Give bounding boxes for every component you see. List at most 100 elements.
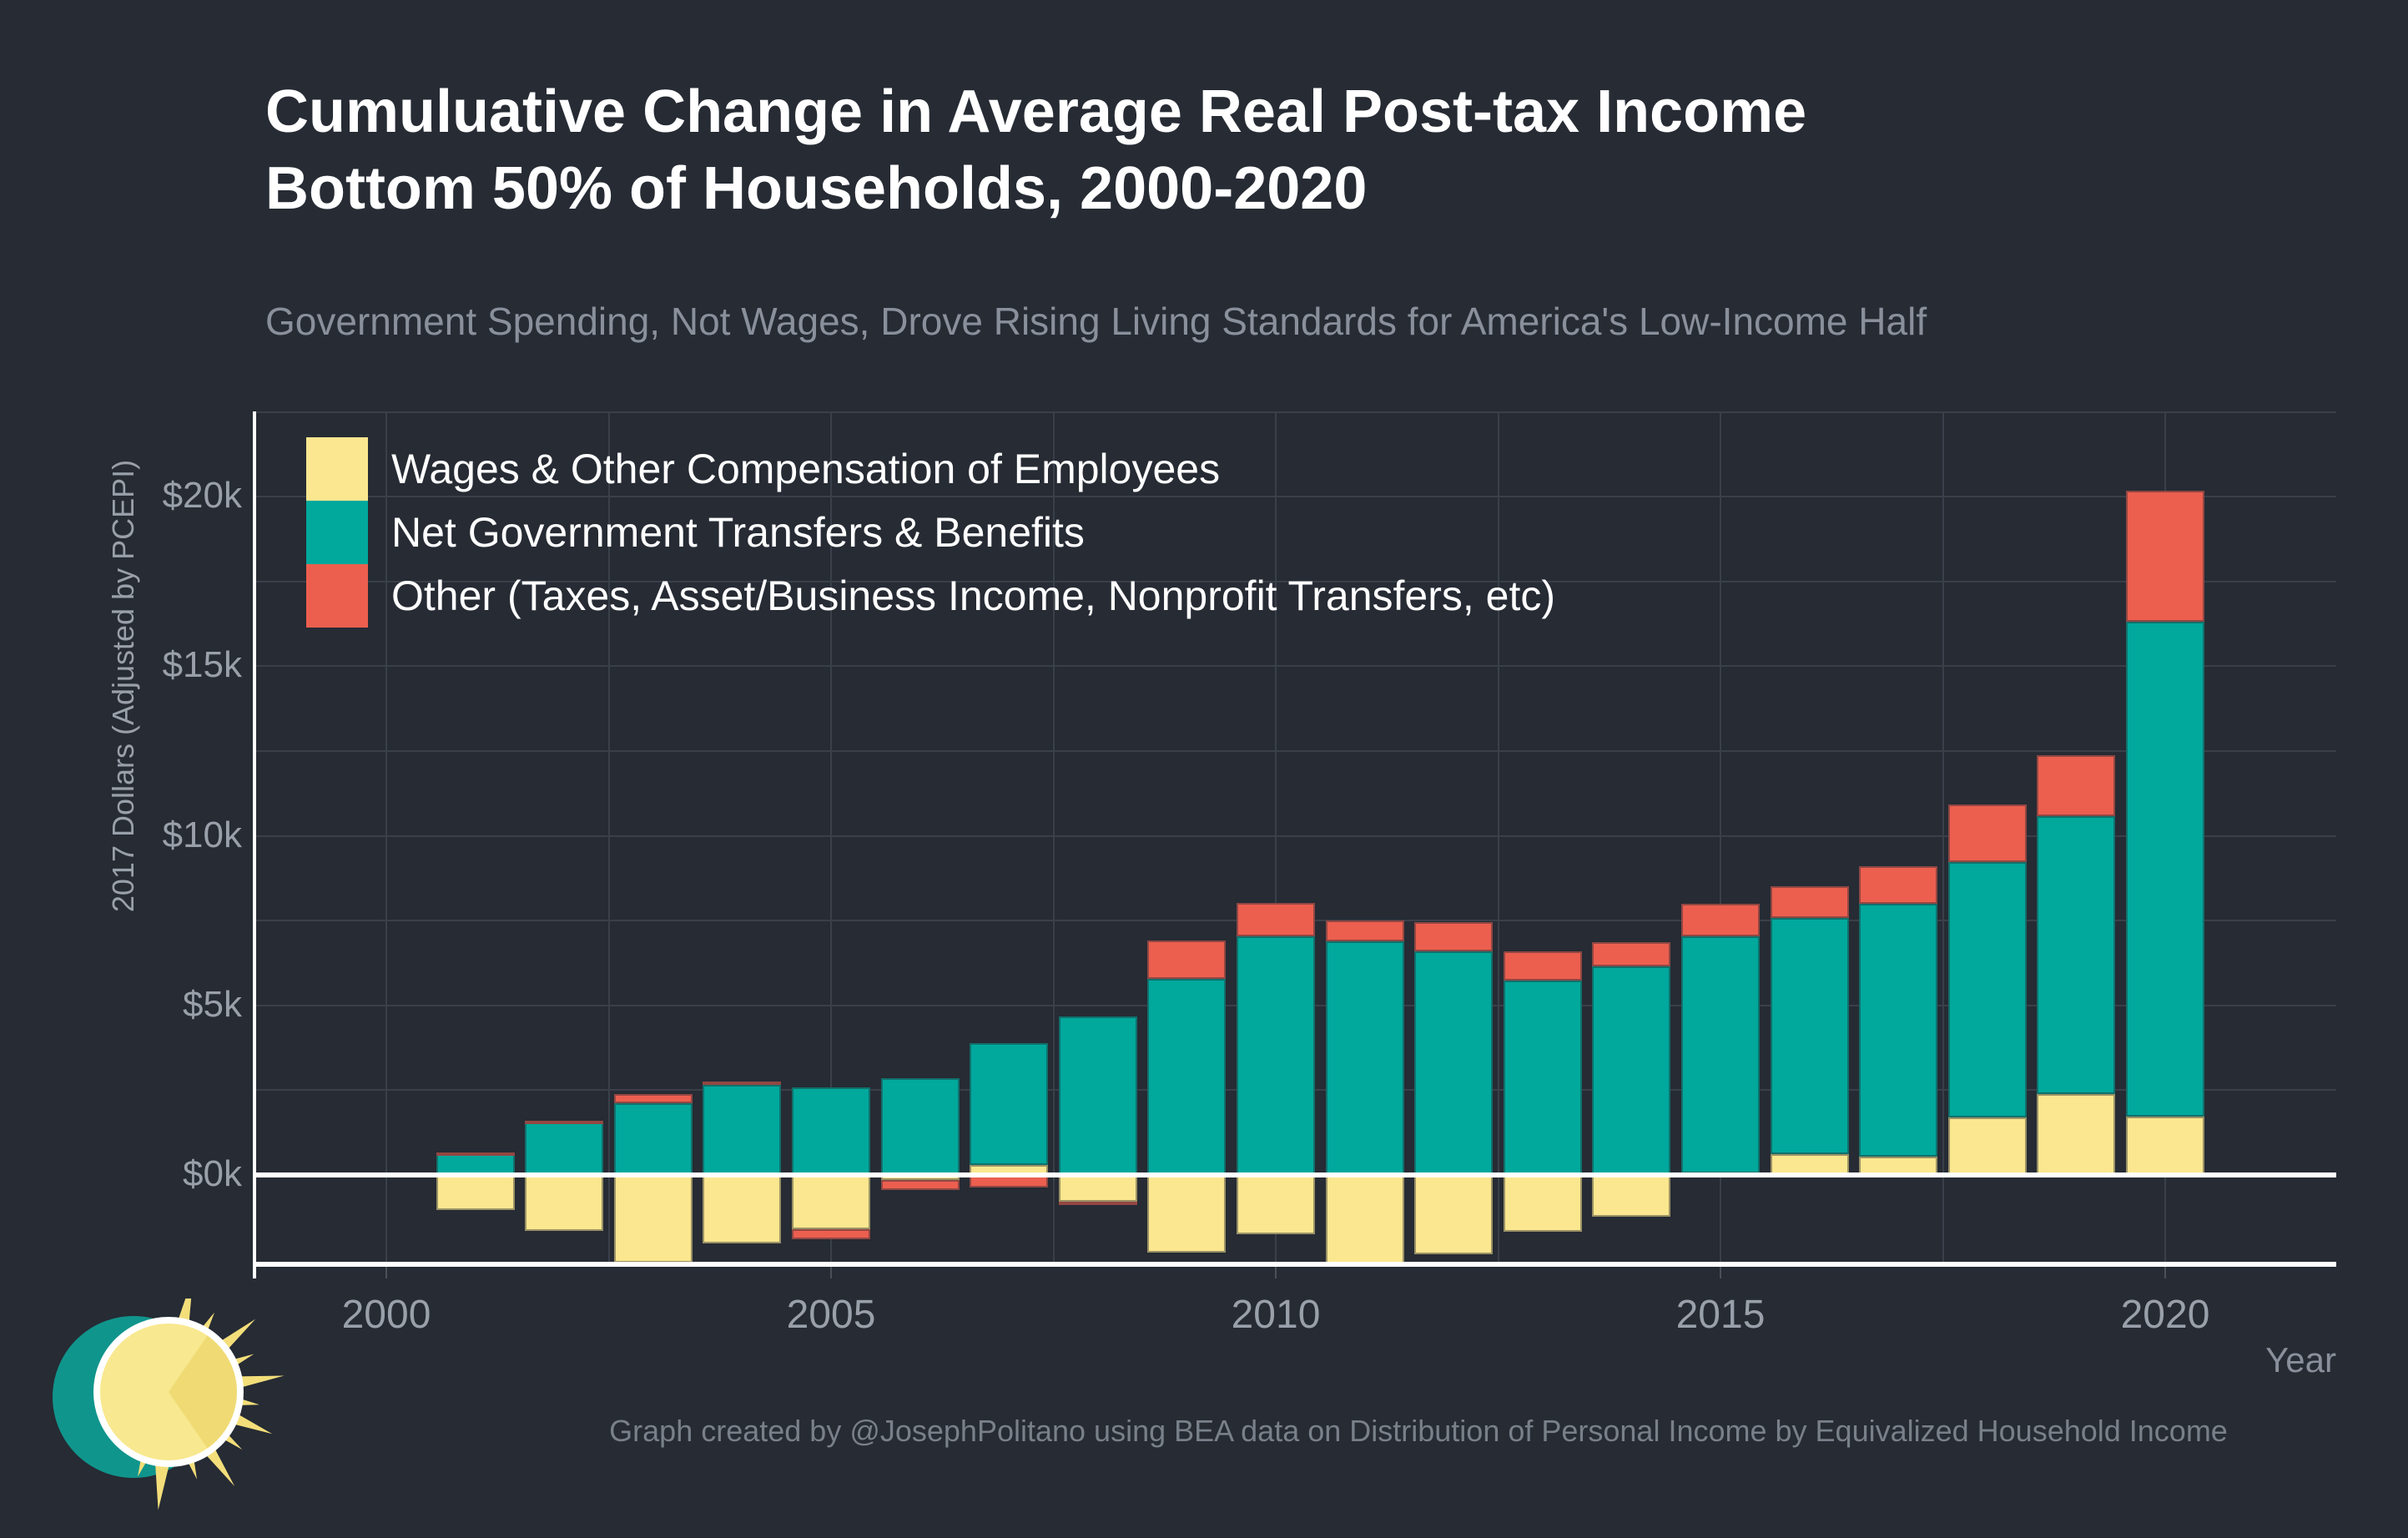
x-axis-line (254, 1262, 2336, 1267)
legend-swatch-other (306, 564, 368, 628)
x-tick-label: 2010 (1231, 1293, 1321, 1337)
bar-segment-other-2016 (1770, 885, 1849, 918)
logo-sun-ring (93, 1317, 244, 1467)
bar-segment-other-2003 (613, 1093, 693, 1103)
bar-segment-wages-2013 (1503, 1175, 1582, 1232)
y-tick-label: $15k (162, 644, 242, 686)
bar-segment-net-2012 (1414, 951, 1494, 1175)
bar-segment-other-2013 (1503, 951, 1582, 981)
legend-label-transfers: Net Government Transfers & Benefits (391, 509, 1085, 556)
x-gridline (830, 411, 832, 1267)
bar-segment-wages-2019 (2037, 1093, 2116, 1175)
y-gridline (254, 496, 2336, 498)
y-tick-label: $0k (183, 1153, 242, 1194)
bar-segment-other-2010 (1237, 903, 1315, 936)
x-tick-mark (830, 1267, 832, 1278)
bar-segment-wages-2002 (525, 1175, 604, 1232)
plot-area: $0k $5k $10k $15k $20k 2000 2005 2010 2015 2020 (163, 411, 2336, 1337)
y-tick-label: $10k (162, 814, 242, 855)
y-axis-line (253, 411, 256, 1278)
bar-segment-net-2005 (792, 1087, 870, 1175)
bar-segment-wages-2018 (1947, 1117, 2027, 1175)
bar-segment-other-2017 (1859, 865, 1938, 904)
y-tick-label: $5k (183, 983, 242, 1025)
y-gridline (254, 580, 2336, 582)
y-gridline (254, 750, 2336, 752)
bar-segment-wages-2010 (1237, 1175, 1315, 1235)
bar-segment-net-2007 (970, 1042, 1049, 1165)
bar-segment-net-2002 (525, 1122, 604, 1175)
bar-segment-other-2001 (436, 1152, 515, 1156)
x-tick-label: 2020 (2120, 1293, 2210, 1337)
bar-segment-wages-2004 (703, 1175, 782, 1244)
x-tick-label: 2005 (786, 1293, 876, 1337)
bar-segment-other-2006 (880, 1180, 960, 1191)
x-gridline (1052, 411, 1055, 1267)
zero-line (254, 1172, 2336, 1177)
x-tick-mark (1720, 1267, 1721, 1278)
bar-segment-other-2004 (703, 1082, 782, 1086)
y-gridline (254, 665, 2336, 668)
page-title: Cumuluative Change in Average Real Post-… (265, 73, 1806, 227)
bar-segment-net-2009 (1147, 978, 1227, 1175)
x-gridline (1720, 411, 1721, 1267)
bar-segment-wages-2016 (1770, 1153, 1849, 1175)
bar-segment-wages-2012 (1414, 1175, 1494, 1255)
bar-segment-net-2014 (1592, 966, 1671, 1175)
x-axis-title: Year (2265, 1340, 2336, 1379)
y-gridline (254, 411, 2336, 413)
x-gridline (607, 411, 610, 1267)
x-tick-mark (2164, 1267, 2166, 1278)
x-gridline (1275, 411, 1277, 1267)
bar-segment-net-2016 (1770, 917, 1849, 1154)
bar-segment-wages-2011 (1325, 1175, 1404, 1264)
x-tick-label: 2015 (1675, 1293, 1766, 1337)
legend-swatch-wages (306, 437, 368, 501)
legend-label-other: Other (Taxes, Asset/Business Income, Non… (391, 572, 1555, 619)
chart-subtitle: Government Spending, Not Wages, Drove Ri… (265, 300, 1927, 343)
bar-segment-other-2018 (1947, 804, 2027, 862)
legend-label-wages: Wages & Other Compensation of Employees (391, 446, 1221, 492)
y-tick-label: $20k (162, 475, 242, 517)
x-gridline (1497, 411, 1499, 1267)
bar-segment-net-2013 (1503, 980, 1582, 1175)
bar-segment-net-2004 (703, 1085, 782, 1175)
bar-segment-net-2006 (880, 1077, 960, 1175)
bar-segment-other-2020 (2126, 490, 2204, 622)
x-tick-label: 2000 (341, 1293, 431, 1337)
x-tick-mark (1275, 1267, 1277, 1278)
bar-segment-wages-2001 (436, 1175, 515, 1210)
bar-segment-other-2019 (2037, 754, 2116, 817)
bar-segment-net-2008 (1058, 1016, 1137, 1175)
bar-segment-other-2014 (1592, 941, 1671, 966)
x-tick-mark (385, 1267, 387, 1278)
bar-segment-net-2019 (2037, 816, 2116, 1094)
bar-segment-wages-2020 (2126, 1117, 2204, 1175)
credit-line: Graph created by @JosephPolitano using B… (609, 1414, 2228, 1448)
bar-segment-net-2010 (1237, 935, 1315, 1175)
bar-segment-net-2020 (2126, 621, 2204, 1117)
bar-segment-wages-2003 (613, 1175, 693, 1263)
bar-segment-other-2011 (1325, 920, 1404, 941)
bar-segment-other-2009 (1147, 940, 1227, 979)
bar-segment-other-2005 (792, 1229, 870, 1240)
bar-segment-net-2015 (1681, 935, 1760, 1173)
bar-segment-wages-2014 (1592, 1175, 1671, 1217)
x-gridline (385, 411, 387, 1267)
bar-segment-other-2008 (1058, 1202, 1137, 1206)
bar-segment-net-2017 (1859, 903, 1938, 1157)
sun-logo-icon (53, 1298, 285, 1510)
bar-segment-wages-2009 (1147, 1175, 1227, 1253)
y-gridline (254, 835, 2336, 837)
bar-segment-wages-2005 (792, 1175, 870, 1230)
bar-segment-other-2012 (1414, 921, 1494, 951)
title-line-1: Cumuluative Change in Average Real Post-… (265, 78, 1807, 145)
title-line-2: Bottom 50% of Households, 2000-2020 (265, 155, 1368, 222)
bar-segment-net-2011 (1325, 940, 1404, 1175)
bar-segment-other-2002 (525, 1120, 604, 1124)
legend-swatch-transfers (306, 501, 368, 564)
logo-sun-wedge (97, 1320, 209, 1464)
bar-segment-wages-2008 (1058, 1175, 1137, 1203)
bar-segment-other-2015 (1681, 903, 1760, 936)
